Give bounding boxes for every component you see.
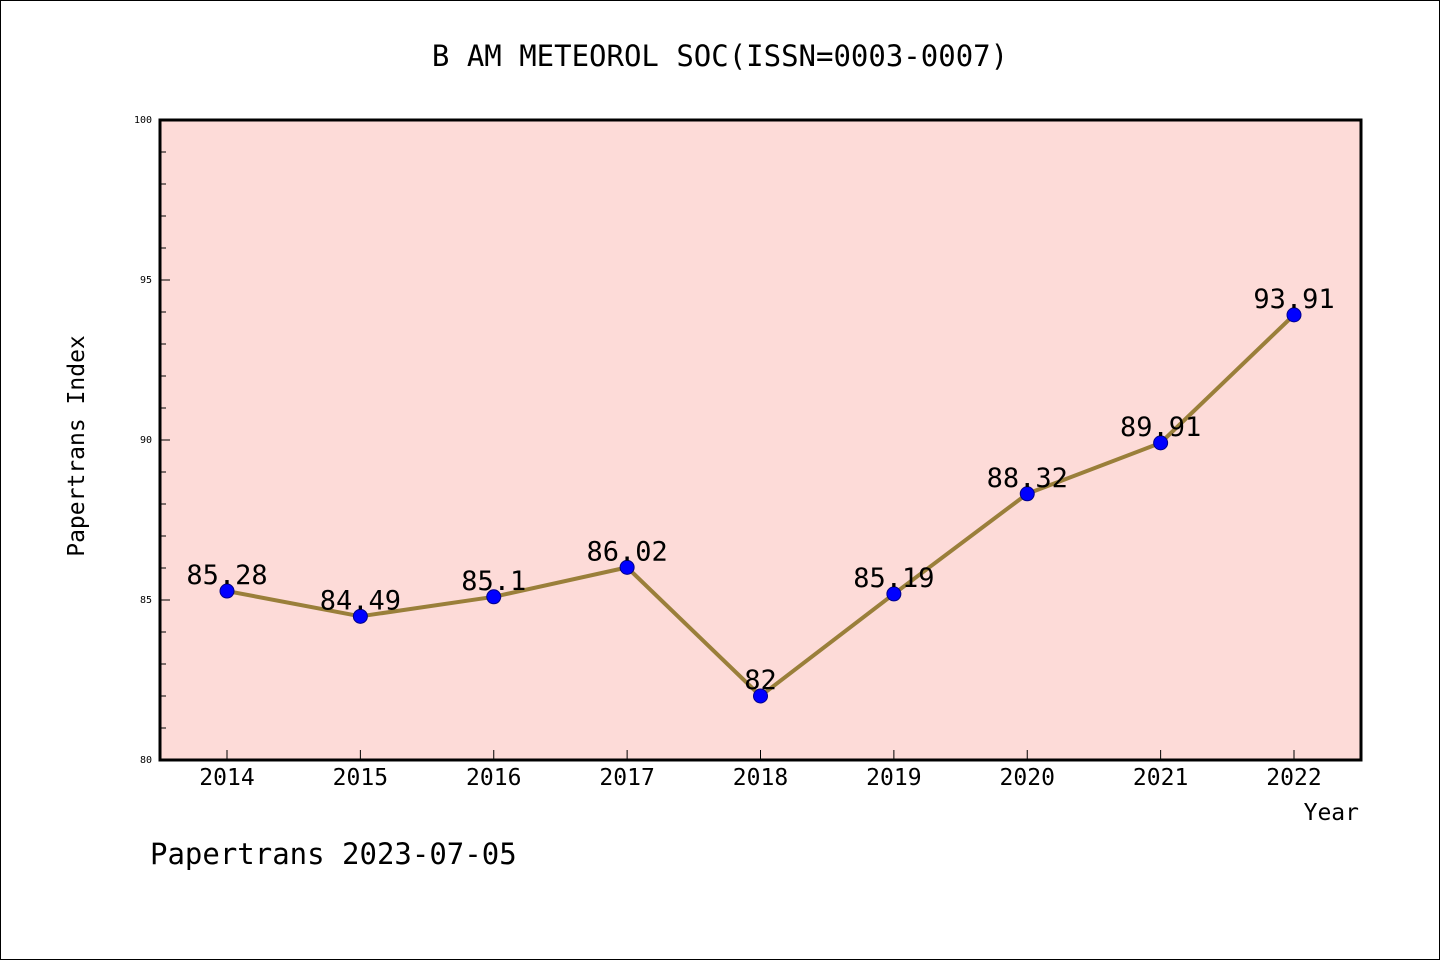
data-label: 89.91 <box>1120 412 1201 443</box>
x-tick-label: 2018 <box>733 765 788 791</box>
x-tick-label: 2020 <box>1000 765 1055 791</box>
chart-title: B AM METEOROL SOC(ISSN=0003-0007) <box>432 39 1008 73</box>
data-label: 82 <box>744 665 777 696</box>
data-label: 86.02 <box>586 536 667 567</box>
data-point <box>1286 307 1302 323</box>
data-markers <box>219 307 1302 704</box>
x-tick-label: 2016 <box>466 765 521 791</box>
x-axis-label: Year <box>1304 800 1359 826</box>
data-point <box>1153 435 1169 451</box>
data-point <box>486 589 502 605</box>
data-point <box>352 608 368 624</box>
data-label: 88.32 <box>987 463 1068 494</box>
data-label: 93.91 <box>1253 284 1334 315</box>
data-point <box>219 583 235 599</box>
x-tick-label: 2021 <box>1133 765 1188 791</box>
data-label: 85.28 <box>186 560 267 591</box>
x-tick-label: 2017 <box>599 765 654 791</box>
data-point <box>753 688 768 704</box>
data-label: 85.1 <box>461 566 526 597</box>
x-tick-label: 2019 <box>866 765 921 791</box>
y-tick-label: 85 <box>140 595 152 606</box>
x-tick-label: 2022 <box>1266 765 1321 791</box>
y-tick-label: 90 <box>140 435 152 446</box>
y-axis: 80 85 90 95 100 <box>134 115 170 766</box>
y-tick-label: 100 <box>134 115 152 126</box>
footer-date: Papertrans 2023-07-05 <box>150 837 517 871</box>
data-label: 85.19 <box>853 563 934 594</box>
x-axis: 2014 2015 2016 2017 2018 2019 2020 2021 2022 <box>199 750 1322 791</box>
data-point <box>886 586 902 602</box>
x-tick-label: 2015 <box>333 765 388 791</box>
data-point <box>619 559 635 575</box>
y-tick-label: 95 <box>140 275 152 286</box>
data-labels: 85.28 84.49 85.1 86.02 82 85.19 88.32 89.91 93.9… <box>186 284 1334 696</box>
data-label: 84.49 <box>320 585 401 616</box>
y-axis-label: Papertrans Index <box>64 335 90 557</box>
x-tick-label: 2014 <box>199 765 254 791</box>
data-point <box>1019 486 1035 502</box>
y-tick-label: 80 <box>140 755 152 766</box>
